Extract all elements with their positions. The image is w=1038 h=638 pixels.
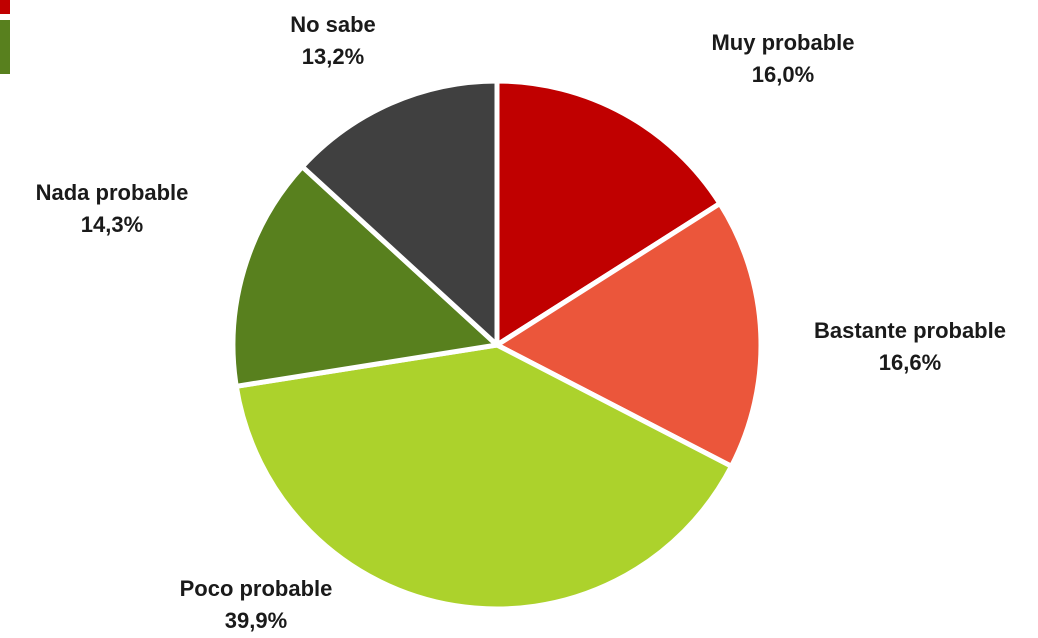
slice-label-name: Poco probable [180, 576, 333, 601]
slice-label-value: 14,3% [81, 212, 143, 237]
slice-label-name: No sabe [290, 12, 376, 37]
pie-slice-poco-probable [233, 342, 734, 612]
pie-labels: Muy probable 16,0% Bastante probable 16,6% P… [36, 12, 1006, 633]
slice-label-value: 16,0% [752, 62, 814, 87]
slice-label-value: 13,2% [302, 44, 364, 69]
slice-label-name: Muy probable [711, 30, 854, 55]
legend-marker-red [0, 0, 10, 14]
legend-marker-green [0, 20, 10, 74]
slice-label-name: Nada probable [36, 180, 189, 205]
slice-label-value: 39,9% [225, 608, 287, 633]
slice-label-value: 16,6% [879, 350, 941, 375]
pie-slice-no-sabe [299, 78, 500, 348]
pie-slice-muy-probable [494, 78, 723, 348]
pie-slices [230, 78, 764, 612]
pie-slice-nada-probable [230, 164, 500, 389]
pie-slice-bastante-probable [494, 201, 764, 469]
slice-label-name: Bastante probable [814, 318, 1006, 343]
